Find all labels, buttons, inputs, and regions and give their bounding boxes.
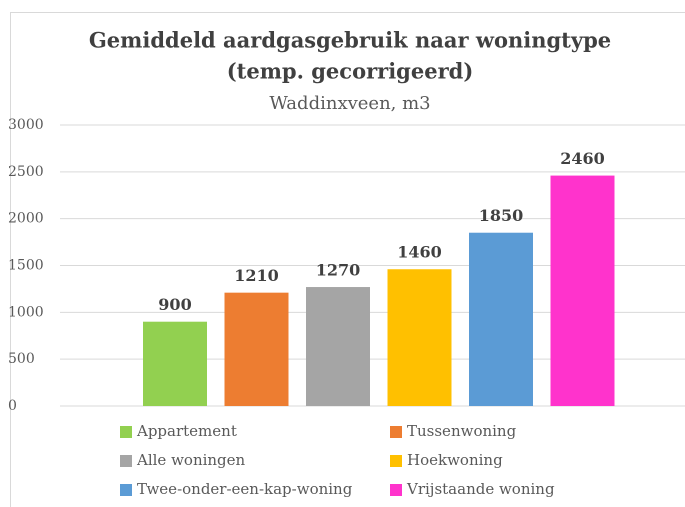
y-tick-label: 1500 xyxy=(8,258,44,274)
data-label: 1850 xyxy=(479,206,524,225)
y-tick-label: 3000 xyxy=(8,117,44,133)
chart-subtitle: Waddinxveen, m3 xyxy=(269,93,430,114)
legend-label: Hoekwoning xyxy=(407,451,503,469)
chart-title: Gemiddeld aardgasgebruik naar woningtype xyxy=(89,28,611,53)
bar xyxy=(306,287,370,406)
data-label: 900 xyxy=(158,295,191,314)
y-tick-label: 1000 xyxy=(8,304,44,320)
bar xyxy=(469,232,533,406)
data-label: 1210 xyxy=(234,266,279,285)
legend-label: Appartement xyxy=(136,422,237,440)
chart-frame xyxy=(10,12,685,507)
y-tick-label: 500 xyxy=(8,351,35,367)
y-tick-label: 2000 xyxy=(8,211,44,227)
legend-swatch xyxy=(390,426,402,438)
y-tick-label: 0 xyxy=(8,398,17,414)
y-tick-label: 2500 xyxy=(8,164,44,180)
legend-label: Tussenwoning xyxy=(407,422,517,440)
bar xyxy=(387,269,452,406)
bar xyxy=(550,175,615,406)
bar xyxy=(224,292,289,406)
legend-swatch xyxy=(120,484,132,496)
legend-swatch xyxy=(390,455,402,467)
data-label: 1460 xyxy=(397,243,442,262)
legend-swatch xyxy=(390,484,402,496)
chart-title: (temp. gecorrigeerd) xyxy=(227,59,474,84)
legend-swatch xyxy=(120,455,132,467)
bar xyxy=(143,321,207,406)
data-label: 2460 xyxy=(560,149,605,168)
legend-label: Vrijstaande woning xyxy=(406,480,555,498)
legend-label: Twee-onder-een-kap-woning xyxy=(137,480,353,498)
legend-swatch xyxy=(120,426,132,438)
data-label: 1270 xyxy=(316,261,361,280)
legend-label: Alle woningen xyxy=(136,451,246,469)
